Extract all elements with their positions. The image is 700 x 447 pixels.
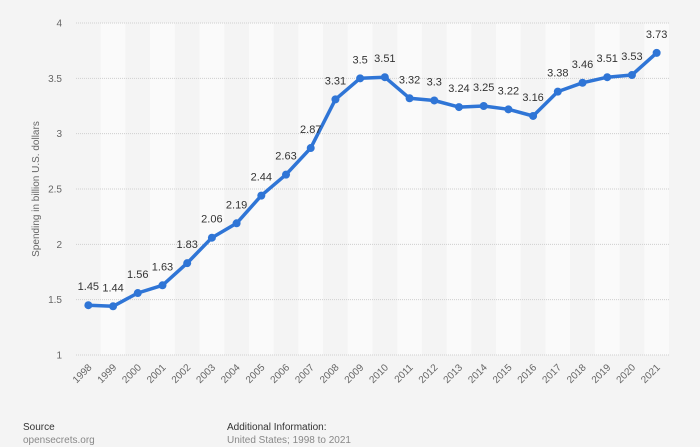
y-tick-label: 3 [56, 129, 62, 140]
x-tick-label: 2013 [442, 362, 466, 386]
source-link[interactable]: opensecrets.org [23, 435, 95, 446]
data-point [183, 259, 192, 268]
x-tick-label: 2014 [466, 362, 490, 386]
data-label: 3.16 [522, 92, 543, 104]
data-point [529, 111, 538, 120]
data-label: 3.38 [547, 68, 568, 80]
data-point [109, 302, 118, 311]
data-point [133, 289, 142, 298]
data-label: 1.44 [102, 282, 123, 294]
data-label: 3.32 [399, 74, 420, 86]
data-label: 2.19 [226, 199, 247, 211]
x-tick-label: 2016 [516, 362, 540, 386]
data-label: 1.63 [152, 261, 173, 273]
y-tick-label: 2.5 [48, 185, 62, 196]
data-label: 3.31 [325, 75, 346, 87]
line-chart: 1 1.5 2 2.5 3 3.5 4 Spending in billion U.S. d… [31, 19, 669, 386]
data-point [652, 48, 661, 57]
data-label: 3.22 [498, 85, 519, 97]
data-point [207, 233, 216, 242]
series-line [86, 51, 659, 309]
source-block: Source opensecrets.org [23, 421, 95, 447]
data-point [331, 95, 340, 104]
x-tick-label: 2011 [393, 362, 416, 385]
data-point [158, 281, 167, 290]
data-point [627, 71, 636, 80]
y-tick-label: 1 [56, 351, 62, 362]
data-point [380, 73, 389, 82]
data-label: 2.87 [300, 124, 321, 136]
source-heading: Source [23, 422, 55, 433]
x-tick-label: 2017 [540, 362, 564, 386]
data-label: 3.51 [597, 53, 618, 65]
data-label: 1.45 [78, 281, 99, 293]
data-point [405, 94, 414, 103]
x-tick-label: 2018 [565, 362, 589, 386]
data-point [356, 74, 365, 83]
data-label: 3.3 [427, 76, 442, 88]
data-point [454, 103, 463, 112]
data-label: 3.51 [374, 53, 395, 65]
x-axis-ticks: 1998 1999 2000 2001 2002 2003 2004 2005 2006 2007… [71, 362, 663, 386]
data-point [84, 301, 93, 310]
y-tick-label: 4 [56, 19, 62, 30]
additional-info-value: United States; 1998 to 2021 [227, 435, 351, 446]
data-point [306, 144, 315, 153]
data-point [553, 87, 562, 96]
data-point [479, 102, 488, 110]
series-points [84, 48, 661, 311]
data-label: 3.5 [352, 54, 367, 66]
data-label: 3.46 [572, 59, 593, 71]
x-tick-label: 2021 [639, 362, 663, 386]
x-tick-label: 2019 [590, 362, 614, 386]
data-label: 2.63 [275, 151, 296, 163]
x-tick-label: 2008 [318, 362, 342, 386]
y-axis-ticks: 1 1.5 2 2.5 3 3.5 4 [48, 19, 62, 362]
y-tick-label: 1.5 [48, 295, 62, 306]
x-tick-label: 2006 [269, 362, 293, 386]
x-tick-label: 1999 [96, 362, 120, 386]
gridlines [76, 22, 669, 356]
x-tick-label: 2001 [145, 362, 169, 386]
data-label: 2.44 [251, 172, 272, 184]
x-tick-label: 2012 [417, 362, 441, 386]
data-point [232, 219, 241, 228]
data-label: 3.25 [473, 82, 494, 94]
x-tick-label: 2009 [343, 362, 367, 386]
x-tick-label: 2002 [170, 362, 194, 386]
x-tick-label: 2007 [293, 362, 317, 386]
additional-info-heading: Additional Information: [227, 422, 327, 433]
y-axis-label: Spending in billion U.S. dollars [31, 121, 42, 257]
column-band [397, 23, 422, 355]
data-point [282, 170, 291, 179]
data-label: 3.53 [621, 51, 642, 63]
data-label: 1.83 [176, 239, 197, 251]
x-tick-label: 1998 [71, 362, 95, 386]
y-tick-label: 2 [56, 240, 62, 251]
additional-info-block: Additional Information: United States; 1… [227, 421, 351, 447]
data-label: 2.06 [201, 214, 222, 226]
data-label: 3.24 [448, 83, 469, 95]
data-point [603, 73, 612, 82]
x-tick-label: 2000 [120, 362, 144, 386]
x-tick-label: 2005 [244, 362, 268, 386]
x-tick-label: 2003 [195, 362, 219, 386]
y-tick-label: 3.5 [48, 74, 62, 85]
x-tick-label: 2004 [219, 362, 243, 386]
data-label: 1.56 [127, 269, 148, 281]
x-tick-label: 2015 [491, 362, 515, 386]
data-point [578, 78, 587, 87]
data-labels: 1.45 1.44 1.56 1.631.83 2.06 2.19 2.442.63 2.87… [78, 29, 668, 294]
x-tick-label: 2010 [367, 362, 391, 386]
data-point [257, 191, 266, 200]
data-label: 3.73 [646, 29, 667, 41]
data-point [504, 105, 513, 114]
x-tick-label: 2020 [615, 362, 639, 386]
data-point [430, 96, 439, 105]
